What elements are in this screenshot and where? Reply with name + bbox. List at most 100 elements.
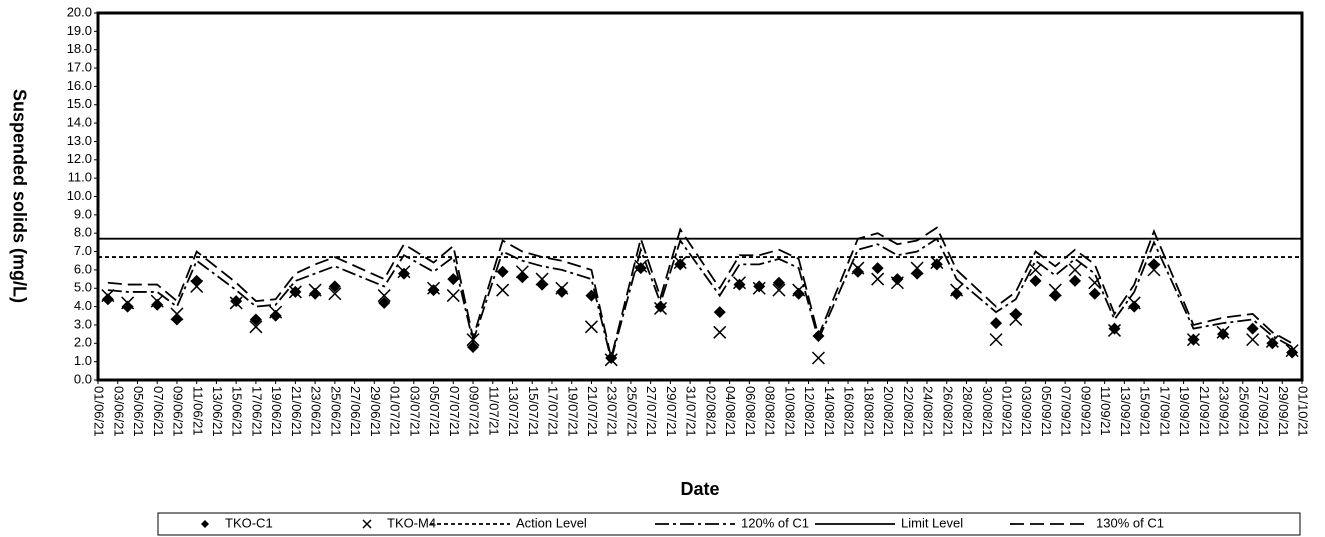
y-tick-label: 19.0	[67, 23, 92, 38]
point	[229, 296, 243, 310]
point	[230, 295, 243, 308]
x-tick-label: 01/09/21	[999, 386, 1014, 437]
point	[1009, 312, 1023, 326]
x-tick-label: 13/07/21	[506, 386, 521, 437]
point	[890, 276, 904, 290]
x-tick-label: 09/07/21	[467, 386, 482, 437]
point	[653, 301, 668, 315]
point	[930, 256, 944, 270]
x-tick-label: 20/08/21	[881, 386, 896, 437]
x-tick-label: 01/07/21	[388, 386, 403, 437]
legend-label: 120% of C1	[741, 515, 809, 530]
point	[150, 294, 164, 308]
x-tick-label: 21/06/21	[289, 386, 304, 437]
x-tick-label: 17/07/21	[546, 386, 561, 437]
point	[1029, 274, 1042, 287]
point	[121, 296, 135, 310]
point	[397, 267, 410, 280]
point	[930, 258, 943, 271]
x-tick-label: 27/09/21	[1256, 386, 1271, 437]
x-tick-label: 11/09/21	[1098, 386, 1113, 436]
legend-label: 130% of C1	[1096, 515, 1164, 530]
point	[269, 309, 282, 322]
x-tick-label: 31/07/21	[684, 386, 699, 437]
x-tick-label: 08/08/21	[763, 386, 778, 437]
point	[1069, 274, 1082, 287]
point	[871, 262, 884, 275]
y-tick-label: 14.0	[67, 115, 92, 130]
point	[101, 293, 114, 306]
legend-label: Action Level	[516, 515, 587, 530]
x-tick-label: 23/06/21	[309, 386, 324, 437]
point	[496, 283, 510, 297]
point	[733, 278, 746, 291]
x-tick-label: 09/06/21	[171, 386, 186, 437]
x-tick-label: 15/06/21	[230, 386, 245, 437]
point	[170, 313, 183, 326]
x-tick-label: 18/08/21	[861, 386, 876, 437]
point	[427, 281, 441, 295]
y-tick-label: 13.0	[67, 133, 92, 148]
x-tick-label: 21/07/21	[585, 386, 600, 437]
point	[674, 258, 687, 271]
x-tick-label: 01/10/21	[1296, 386, 1311, 437]
y-tick-label: 16.0	[67, 78, 92, 93]
point	[1246, 322, 1259, 335]
legend-label: Limit Level	[901, 515, 963, 530]
point	[1246, 333, 1260, 347]
x-tick-label: 25/07/21	[624, 386, 639, 437]
point	[121, 300, 134, 313]
y-tick-label: 17.0	[67, 59, 92, 74]
plot-frame	[96, 11, 1304, 382]
x-tick-label: 24/08/21	[921, 386, 936, 437]
point	[752, 281, 766, 295]
x-tick-label: 05/06/21	[131, 386, 146, 437]
x-tick-label: 11/06/21	[190, 386, 205, 436]
point	[309, 287, 322, 300]
point	[1147, 263, 1161, 277]
legend-symbol	[362, 519, 372, 529]
point	[1217, 328, 1230, 341]
x-tick-label: 21/09/21	[1197, 386, 1212, 437]
x-tick-label: 29/07/21	[664, 386, 679, 437]
point	[446, 289, 460, 303]
y-tick-label: 8.0	[74, 225, 92, 240]
point	[555, 285, 568, 298]
y-tick-label: 20.0	[67, 4, 92, 19]
point	[990, 317, 1003, 330]
x-tick-label: 01/06/21	[92, 386, 107, 437]
point	[101, 289, 115, 303]
x-tick-label: 03/06/21	[111, 386, 126, 437]
legend-symbol	[201, 520, 209, 528]
y-tick-label: 18.0	[67, 41, 92, 56]
point	[634, 262, 647, 275]
point	[713, 325, 727, 339]
point	[1147, 258, 1160, 271]
y-tick-label: 1.0	[74, 353, 92, 368]
line	[107, 237, 1293, 361]
point	[190, 274, 203, 287]
point	[516, 271, 529, 284]
x-tick-label: 13/06/21	[210, 386, 225, 437]
y-tick-label: 3.0	[74, 316, 92, 331]
x-tick-label: 30/08/21	[980, 386, 995, 437]
point	[732, 276, 747, 290]
point	[536, 278, 549, 291]
point	[170, 307, 184, 321]
point	[535, 272, 549, 286]
x-tick-label: 25/06/21	[328, 386, 343, 437]
legend	[157, 512, 1301, 536]
point	[1029, 263, 1043, 277]
x-tick-label: 07/09/21	[1059, 386, 1074, 437]
point	[378, 296, 391, 309]
x-tick-label: 06/08/21	[743, 386, 758, 437]
point	[654, 300, 667, 313]
point	[604, 353, 618, 367]
point	[851, 265, 864, 278]
point	[328, 280, 341, 293]
y-tick-label: 11.0	[68, 170, 92, 185]
point	[1088, 276, 1102, 290]
point	[891, 273, 904, 286]
x-tick-label: 22/08/21	[901, 386, 916, 437]
